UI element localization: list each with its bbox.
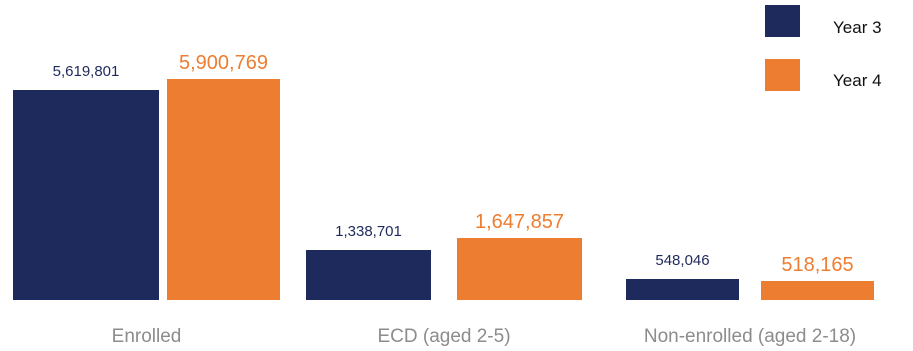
bars-layer xyxy=(13,79,874,300)
bar-enrolled-year-3 xyxy=(13,90,159,300)
value-label-non-enrolled-year-3: 548,046 xyxy=(655,252,709,269)
value-label-enrolled-year-3: 5,619,801 xyxy=(53,63,120,80)
category-label-ecd: ECD (aged 2-5) xyxy=(377,326,510,347)
category-label-enrolled: Enrolled xyxy=(112,326,182,347)
legend-label-year-3: Year 3 xyxy=(833,18,882,37)
legend: Year 3 Year 4 xyxy=(765,5,882,91)
category-label-non-enrolled: Non-enrolled (aged 2-18) xyxy=(644,326,856,347)
legend-label-year-4: Year 4 xyxy=(833,71,882,90)
value-label-ecd-year-3: 1,338,701 xyxy=(335,223,402,240)
legend-swatch-year-3 xyxy=(765,5,800,37)
value-labels-layer: 5,619,801 5,900,769 1,338,701 1,647,857 548,… xyxy=(53,52,854,276)
value-label-ecd-year-4: 1,647,857 xyxy=(475,211,564,233)
bar-enrolled-year-4 xyxy=(167,79,280,300)
bar-non-enrolled-year-4 xyxy=(761,281,874,300)
bar-ecd-year-4 xyxy=(457,238,582,300)
value-label-non-enrolled-year-4: 518,165 xyxy=(781,254,853,276)
legend-swatch-year-4 xyxy=(765,59,800,91)
category-labels-layer: Enrolled ECD (aged 2-5) Non-enrolled (aged… xyxy=(112,326,857,347)
value-label-enrolled-year-4: 5,900,769 xyxy=(179,52,268,74)
bar-ecd-year-3 xyxy=(306,250,431,300)
bar-non-enrolled-year-3 xyxy=(626,279,739,300)
